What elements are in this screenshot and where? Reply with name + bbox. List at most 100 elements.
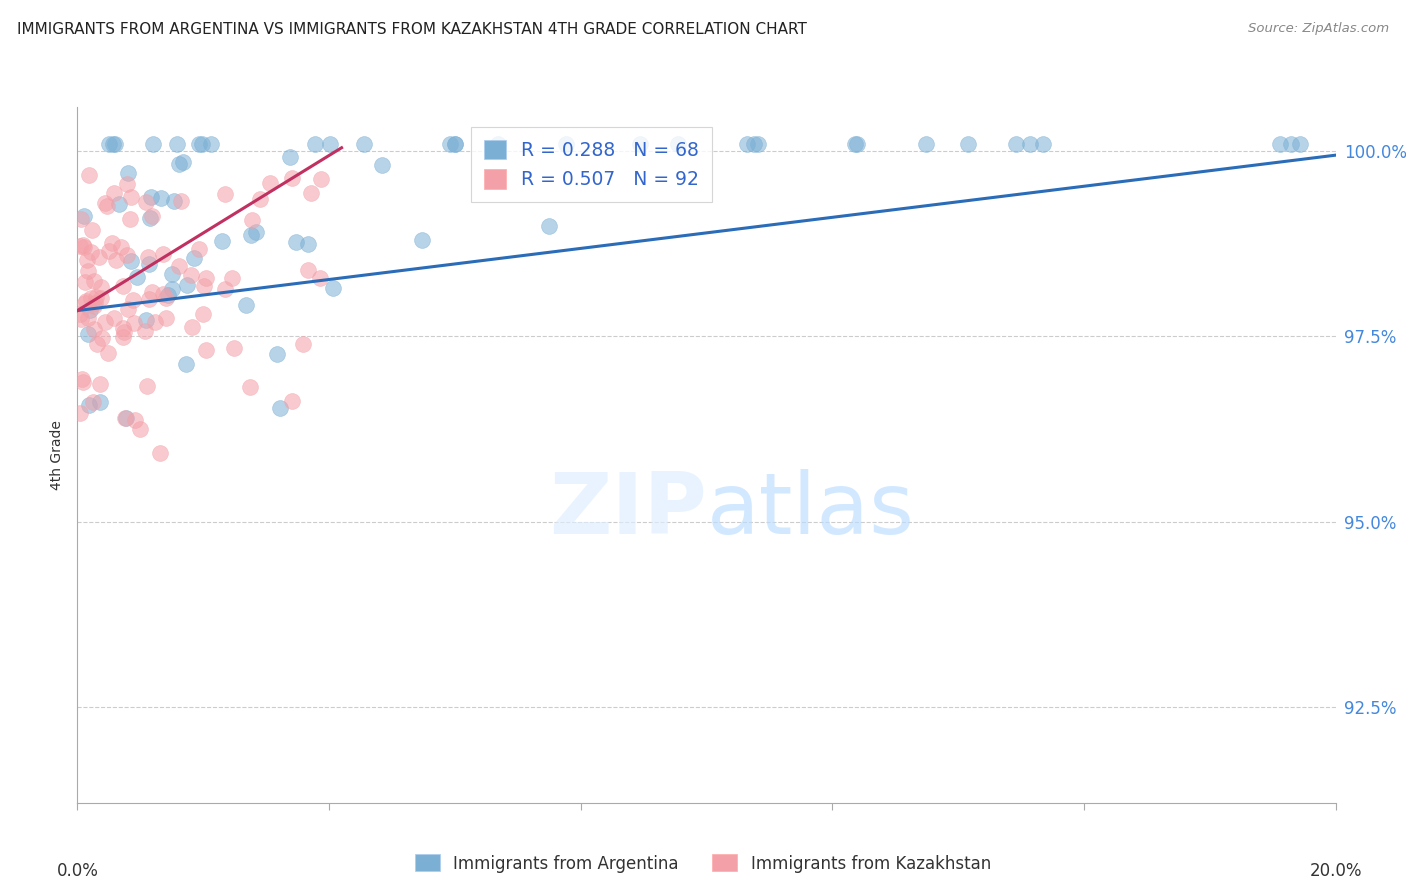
- Point: [240, 227, 263, 242]
- Point: [1289, 136, 1312, 151]
- Point: [115, 248, 138, 262]
- Point: [111, 279, 134, 293]
- Point: [135, 194, 157, 209]
- Point: [89, 250, 111, 264]
- Point: [89, 395, 111, 409]
- Point: [111, 321, 134, 335]
- Text: 20.0%: 20.0%: [1309, 862, 1362, 880]
- Point: [96, 199, 118, 213]
- Point: [742, 136, 765, 151]
- Point: [266, 347, 288, 361]
- Point: [322, 281, 344, 295]
- Point: [69, 406, 91, 420]
- Point: [160, 267, 183, 281]
- Point: [76, 253, 98, 268]
- Point: [193, 279, 215, 293]
- Point: [111, 330, 134, 344]
- Point: [211, 234, 233, 248]
- Point: [97, 244, 120, 259]
- Point: [666, 136, 689, 151]
- Point: [141, 285, 163, 299]
- Point: [143, 315, 166, 329]
- Point: [138, 257, 160, 271]
- Legend: Immigrants from Argentina, Immigrants from Kazakhstan: Immigrants from Argentina, Immigrants fr…: [409, 847, 997, 880]
- Point: [103, 136, 125, 151]
- Point: [222, 341, 245, 355]
- Point: [69, 212, 91, 227]
- Point: [281, 171, 304, 186]
- Point: [914, 136, 936, 151]
- Point: [309, 172, 332, 186]
- Point: [83, 295, 105, 310]
- Point: [176, 277, 198, 292]
- Point: [138, 293, 160, 307]
- Point: [166, 136, 188, 151]
- Point: [195, 343, 218, 358]
- Point: [844, 136, 866, 151]
- Point: [291, 337, 314, 351]
- Point: [160, 282, 183, 296]
- Point: [96, 346, 118, 360]
- Point: [89, 377, 111, 392]
- Text: Source: ZipAtlas.com: Source: ZipAtlas.com: [1249, 22, 1389, 36]
- Point: [104, 253, 127, 268]
- Point: [136, 250, 159, 264]
- Point: [122, 316, 145, 330]
- Point: [187, 242, 209, 256]
- Point: [94, 196, 117, 211]
- Point: [120, 254, 142, 268]
- Point: [80, 223, 103, 237]
- Point: [107, 197, 129, 211]
- Point: [155, 291, 177, 305]
- Point: [1018, 136, 1040, 151]
- Point: [443, 136, 465, 151]
- Point: [152, 287, 174, 301]
- Point: [181, 319, 204, 334]
- Point: [103, 311, 125, 326]
- Point: [747, 136, 769, 151]
- Legend: R = 0.288   N = 68, R = 0.507   N = 92: R = 0.288 N = 68, R = 0.507 N = 92: [471, 127, 711, 202]
- Point: [1270, 136, 1292, 151]
- Point: [73, 239, 96, 253]
- Point: [319, 136, 342, 151]
- Point: [191, 306, 214, 320]
- Point: [188, 136, 211, 151]
- Point: [238, 380, 260, 394]
- Point: [1005, 136, 1028, 151]
- Point: [72, 238, 94, 252]
- Point: [180, 268, 202, 282]
- Point: [120, 212, 142, 227]
- Point: [134, 324, 156, 338]
- Point: [117, 165, 139, 179]
- Point: [90, 279, 112, 293]
- Point: [628, 136, 651, 151]
- Point: [1032, 136, 1054, 151]
- Point: [411, 233, 433, 247]
- Point: [142, 136, 165, 151]
- Point: [135, 313, 157, 327]
- Point: [112, 325, 135, 339]
- Point: [221, 270, 243, 285]
- Point: [120, 189, 142, 203]
- Text: 0.0%: 0.0%: [56, 862, 98, 880]
- Point: [191, 136, 214, 151]
- Point: [214, 187, 236, 202]
- Point: [155, 311, 177, 326]
- Point: [83, 274, 105, 288]
- Point: [97, 136, 120, 151]
- Point: [124, 413, 146, 427]
- Point: [200, 136, 222, 151]
- Point: [149, 446, 172, 460]
- Point: [70, 311, 93, 326]
- Point: [183, 251, 205, 265]
- Point: [172, 155, 194, 169]
- Point: [83, 299, 105, 313]
- Point: [150, 190, 173, 204]
- Point: [115, 410, 138, 425]
- Point: [735, 136, 758, 151]
- Point: [245, 225, 267, 239]
- Point: [554, 136, 576, 151]
- Text: ZIP: ZIP: [548, 469, 707, 552]
- Point: [84, 290, 107, 304]
- Point: [77, 311, 100, 326]
